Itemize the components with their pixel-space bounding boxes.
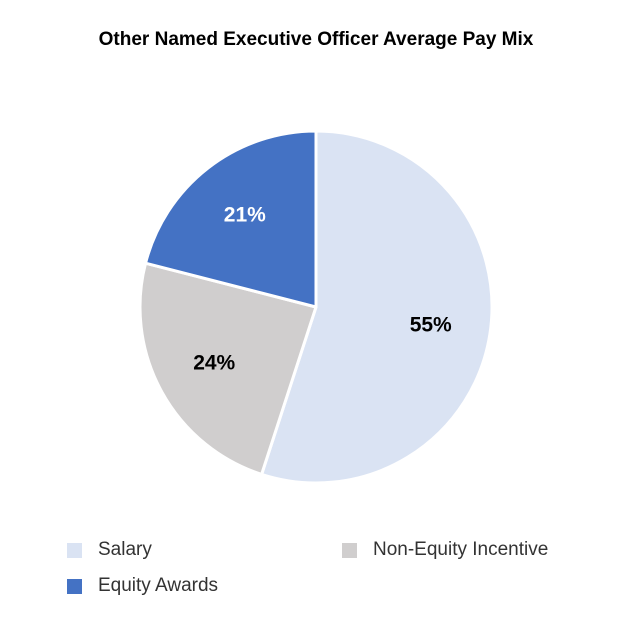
data-label-salary: 55% xyxy=(410,314,452,337)
legend-swatch-salary xyxy=(67,542,82,558)
pie-slice-salary xyxy=(260,129,494,485)
legend-item-salary: Salary xyxy=(67,539,152,561)
legend-swatch-equity-awards xyxy=(67,578,82,594)
legend-label-equity-awards: Equity Awards xyxy=(98,575,219,596)
legend-label-salary: Salary xyxy=(98,539,152,560)
data-label-equity-awards: 21% xyxy=(224,204,266,227)
legend-item-non-equity-incentive: Non-Equity Incentive xyxy=(342,539,548,561)
legend-item-equity-awards: Equity Awards xyxy=(67,575,218,597)
chart-title: Other Named Executive Officer Average Pa… xyxy=(98,29,534,50)
legend-label-non-equity-incentive: Non-Equity Incentive xyxy=(373,539,549,560)
pie-slice-equity-awards xyxy=(144,129,318,309)
data-label-non-equity-incentive: 24% xyxy=(193,351,235,374)
pie-slice-non-equity-incentive xyxy=(138,261,318,476)
legend-swatch-non-equity-incentive xyxy=(342,542,357,558)
